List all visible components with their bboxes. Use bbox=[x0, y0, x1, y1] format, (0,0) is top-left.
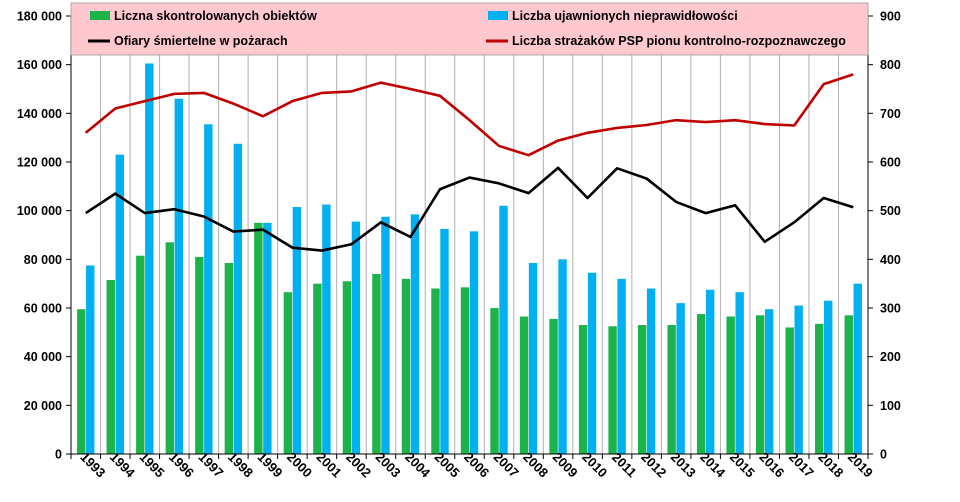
bar-skontrolowane-2013 bbox=[667, 325, 676, 454]
bar-skontrolowane-2019 bbox=[844, 315, 853, 454]
bar-skontrolowane-2010 bbox=[578, 325, 588, 454]
legend-label-strazacy: Liczba strażaków PSP pionu kontrolno-roz… bbox=[512, 34, 846, 48]
legend-swatch-skontrolowane bbox=[90, 11, 110, 20]
bar-skontrolowane-2012 bbox=[637, 325, 647, 454]
y-ticks-right: 0 100 200 300 400 500 600 700 800 900 bbox=[868, 10, 901, 462]
bar-nieprawidlowosci-2017 bbox=[794, 305, 803, 454]
y-tick-label-right: 600 bbox=[880, 156, 901, 170]
lines bbox=[84, 73, 854, 252]
grid bbox=[100, 16, 839, 454]
bar-nieprawidlowosci-2004 bbox=[410, 214, 420, 454]
bar-nieprawidlowosci-1998 bbox=[233, 143, 243, 454]
y-tick-label-left: 160 000 bbox=[17, 58, 62, 72]
bar-nieprawidlowosci-2016 bbox=[764, 309, 774, 454]
bar-skontrolowane-1997 bbox=[195, 256, 204, 454]
bar-skontrolowane-2008 bbox=[519, 316, 529, 454]
line-strazacy bbox=[84, 73, 854, 157]
legend-swatch-nieprawidlowosci bbox=[488, 11, 508, 20]
bar-nieprawidlowosci-2005 bbox=[440, 228, 449, 454]
bar-skontrolowane-2004 bbox=[401, 278, 411, 454]
bar-skontrolowane-2006 bbox=[460, 287, 470, 454]
bar-nieprawidlowosci-2006 bbox=[469, 231, 479, 454]
bar-skontrolowane-2017 bbox=[785, 327, 794, 454]
bar-nieprawidlowosci-1993 bbox=[86, 265, 95, 454]
bar-nieprawidlowosci-1999 bbox=[263, 222, 272, 454]
y-tick-label-left: 80 000 bbox=[24, 253, 62, 267]
bar-skontrolowane-2001 bbox=[313, 283, 322, 454]
bar-nieprawidlowosci-1996 bbox=[174, 98, 184, 454]
bar-skontrolowane-2015 bbox=[726, 316, 735, 454]
y-tick-label-right: 500 bbox=[880, 204, 901, 218]
line-ofiary bbox=[85, 166, 854, 252]
bar-skontrolowane-2003 bbox=[372, 273, 381, 454]
y-tick-label-right: 400 bbox=[880, 253, 901, 267]
y-tick-label-left: 40 000 bbox=[24, 350, 62, 364]
legend-label-skontrolowane: Liczna skontrolowanych obiektów bbox=[114, 9, 317, 23]
bar-nieprawidlowosci-2001 bbox=[322, 204, 331, 454]
axes bbox=[70, 16, 869, 459]
legend-background bbox=[70, 2, 869, 56]
bar-nieprawidlowosci-2012 bbox=[646, 288, 656, 454]
bar-skontrolowane-2018 bbox=[815, 323, 824, 454]
bar-skontrolowane-1996 bbox=[165, 242, 175, 454]
y-tick-label-left: 180 000 bbox=[17, 10, 62, 24]
bar-nieprawidlowosci-2003 bbox=[381, 216, 390, 454]
y-tick-label-right: 800 bbox=[880, 58, 901, 72]
y-tick-label-right: 200 bbox=[880, 350, 901, 364]
bar-skontrolowane-2005 bbox=[431, 288, 440, 454]
y-tick-label-left: 20 000 bbox=[24, 399, 62, 413]
bar-skontrolowane-1998 bbox=[224, 262, 234, 454]
y-ticks-left: 0 20 000 40 000 60 000 80 000 100 000 120 000 1… bbox=[17, 10, 71, 462]
bar-skontrolowane-2002 bbox=[342, 281, 352, 454]
y-tick-label-right: 900 bbox=[880, 10, 901, 24]
y-tick-label-left: 120 000 bbox=[17, 156, 62, 170]
bar-nieprawidlowosci-1997 bbox=[204, 124, 213, 455]
legend-label-nieprawidlowosci: Liczba ujawnionych nieprawidłowości bbox=[512, 9, 738, 23]
bar-nieprawidlowosci-2018 bbox=[824, 300, 833, 454]
y-tick-label-left: 100 000 bbox=[17, 204, 62, 218]
legend-label-ofiary: Ofiary śmiertelne w pożarach bbox=[114, 34, 288, 48]
legend: Liczna skontrolowanych obiektów Liczba u… bbox=[70, 2, 869, 56]
bar-skontrolowane-2007 bbox=[490, 308, 499, 454]
bar-skontrolowane-2016 bbox=[755, 315, 765, 454]
bar-nieprawidlowosci-2002 bbox=[351, 221, 361, 454]
bar-nieprawidlowosci-2008 bbox=[528, 262, 538, 454]
y-tick-label-left: 0 bbox=[55, 448, 62, 462]
bar-nieprawidlowosci-2011 bbox=[617, 278, 626, 454]
bar-nieprawidlowosci-2009 bbox=[558, 259, 567, 454]
bar-nieprawidlowosci-2007 bbox=[499, 205, 508, 454]
bar-nieprawidlowosci-1995 bbox=[145, 63, 154, 454]
bars bbox=[77, 63, 862, 455]
y-tick-label-right: 100 bbox=[880, 399, 901, 413]
bar-skontrolowane-2014 bbox=[696, 314, 706, 454]
bar-nieprawidlowosci-2013 bbox=[676, 303, 685, 454]
y-tick-label-right: 700 bbox=[880, 107, 901, 121]
bar-nieprawidlowosci-2000 bbox=[292, 207, 302, 454]
y-tick-label-left: 60 000 bbox=[24, 302, 62, 316]
bar-nieprawidlowosci-2015 bbox=[735, 292, 744, 454]
bar-skontrolowane-1999 bbox=[254, 222, 263, 454]
bar-skontrolowane-1994 bbox=[106, 280, 115, 454]
y-tick-label-right: 0 bbox=[880, 448, 887, 462]
bar-skontrolowane-2009 bbox=[549, 318, 558, 454]
y-tick-label-right: 300 bbox=[880, 302, 901, 316]
y-tick-label-left: 140 000 bbox=[17, 107, 62, 121]
bar-nieprawidlowosci-1994 bbox=[115, 154, 124, 454]
bar-skontrolowane-2011 bbox=[608, 326, 617, 454]
bar-skontrolowane-1993 bbox=[77, 309, 86, 454]
bar-nieprawidlowosci-2014 bbox=[705, 289, 715, 454]
bar-skontrolowane-1995 bbox=[136, 255, 145, 454]
bar-skontrolowane-2000 bbox=[283, 292, 293, 454]
bar-nieprawidlowosci-2019 bbox=[853, 283, 862, 454]
bar-nieprawidlowosci-2010 bbox=[587, 272, 597, 454]
